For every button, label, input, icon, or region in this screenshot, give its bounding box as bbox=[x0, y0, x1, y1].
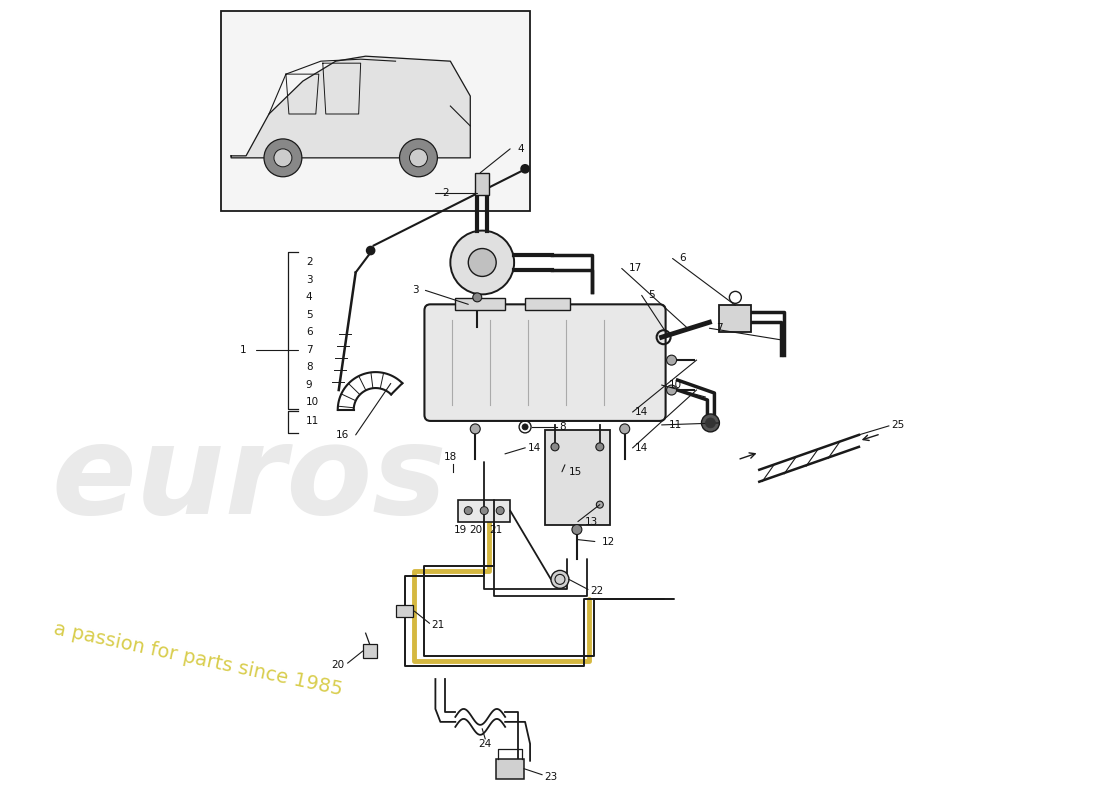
Circle shape bbox=[473, 293, 482, 302]
Circle shape bbox=[705, 418, 715, 428]
Circle shape bbox=[551, 443, 559, 451]
Text: 8: 8 bbox=[559, 422, 565, 432]
Text: 15: 15 bbox=[569, 466, 582, 477]
Text: 5: 5 bbox=[306, 310, 312, 320]
Circle shape bbox=[366, 246, 375, 254]
Text: 4: 4 bbox=[517, 144, 524, 154]
Circle shape bbox=[264, 139, 301, 177]
Bar bbox=[396, 606, 414, 618]
Text: 22: 22 bbox=[590, 586, 603, 596]
Text: 13: 13 bbox=[585, 517, 598, 526]
Text: 2: 2 bbox=[306, 258, 312, 267]
Text: 6: 6 bbox=[680, 254, 686, 263]
Circle shape bbox=[667, 385, 676, 395]
Text: 1: 1 bbox=[240, 345, 246, 354]
Circle shape bbox=[596, 501, 603, 508]
Text: 5: 5 bbox=[649, 290, 656, 300]
Text: 10: 10 bbox=[306, 397, 319, 407]
Circle shape bbox=[471, 424, 481, 434]
Text: 2: 2 bbox=[442, 188, 449, 198]
Text: 11: 11 bbox=[669, 420, 682, 430]
Text: 3: 3 bbox=[411, 286, 418, 295]
Text: 16: 16 bbox=[336, 430, 349, 440]
Circle shape bbox=[551, 570, 569, 588]
Text: 6: 6 bbox=[306, 327, 312, 338]
Text: 4: 4 bbox=[306, 292, 312, 302]
Bar bbox=[455, 298, 505, 310]
Bar bbox=[719, 306, 751, 332]
Text: 25: 25 bbox=[891, 420, 904, 430]
Bar bbox=[525, 298, 570, 310]
Circle shape bbox=[596, 443, 604, 451]
Circle shape bbox=[481, 506, 488, 514]
Text: 7: 7 bbox=[716, 323, 723, 334]
Text: 21: 21 bbox=[490, 525, 503, 534]
Text: 19: 19 bbox=[453, 525, 466, 534]
Circle shape bbox=[572, 525, 582, 534]
Text: 23: 23 bbox=[544, 772, 558, 782]
Bar bbox=[544, 430, 609, 525]
Text: 20: 20 bbox=[470, 525, 483, 534]
Text: 10: 10 bbox=[669, 380, 682, 390]
Circle shape bbox=[274, 149, 292, 167]
Text: 7: 7 bbox=[306, 345, 312, 354]
Circle shape bbox=[521, 165, 529, 173]
Text: 3: 3 bbox=[306, 275, 312, 285]
Text: 14: 14 bbox=[635, 443, 648, 453]
Bar bbox=[363, 644, 376, 658]
Circle shape bbox=[464, 506, 472, 514]
Bar bbox=[221, 11, 530, 210]
Circle shape bbox=[702, 414, 719, 432]
Text: a passion for parts since 1985: a passion for parts since 1985 bbox=[52, 619, 344, 699]
Bar bbox=[459, 500, 510, 522]
Text: 24: 24 bbox=[478, 739, 492, 749]
Circle shape bbox=[399, 139, 438, 177]
Circle shape bbox=[667, 355, 676, 365]
Circle shape bbox=[469, 249, 496, 277]
Bar bbox=[496, 758, 524, 778]
Circle shape bbox=[496, 506, 504, 514]
Circle shape bbox=[450, 230, 514, 294]
Text: 14: 14 bbox=[528, 443, 541, 453]
Text: 8: 8 bbox=[306, 362, 312, 372]
Circle shape bbox=[409, 149, 428, 167]
Text: 20: 20 bbox=[331, 660, 344, 670]
Text: 12: 12 bbox=[602, 537, 615, 546]
Circle shape bbox=[619, 424, 629, 434]
Text: 14: 14 bbox=[635, 407, 648, 417]
Circle shape bbox=[522, 424, 528, 430]
Text: 11: 11 bbox=[306, 416, 319, 426]
Bar bbox=[475, 173, 490, 194]
Polygon shape bbox=[231, 56, 471, 158]
Text: euros: euros bbox=[52, 419, 448, 540]
Text: 18: 18 bbox=[443, 452, 456, 462]
Text: 21: 21 bbox=[431, 620, 444, 630]
Text: 17: 17 bbox=[629, 263, 642, 274]
Text: 9: 9 bbox=[306, 379, 312, 390]
FancyBboxPatch shape bbox=[425, 304, 666, 421]
